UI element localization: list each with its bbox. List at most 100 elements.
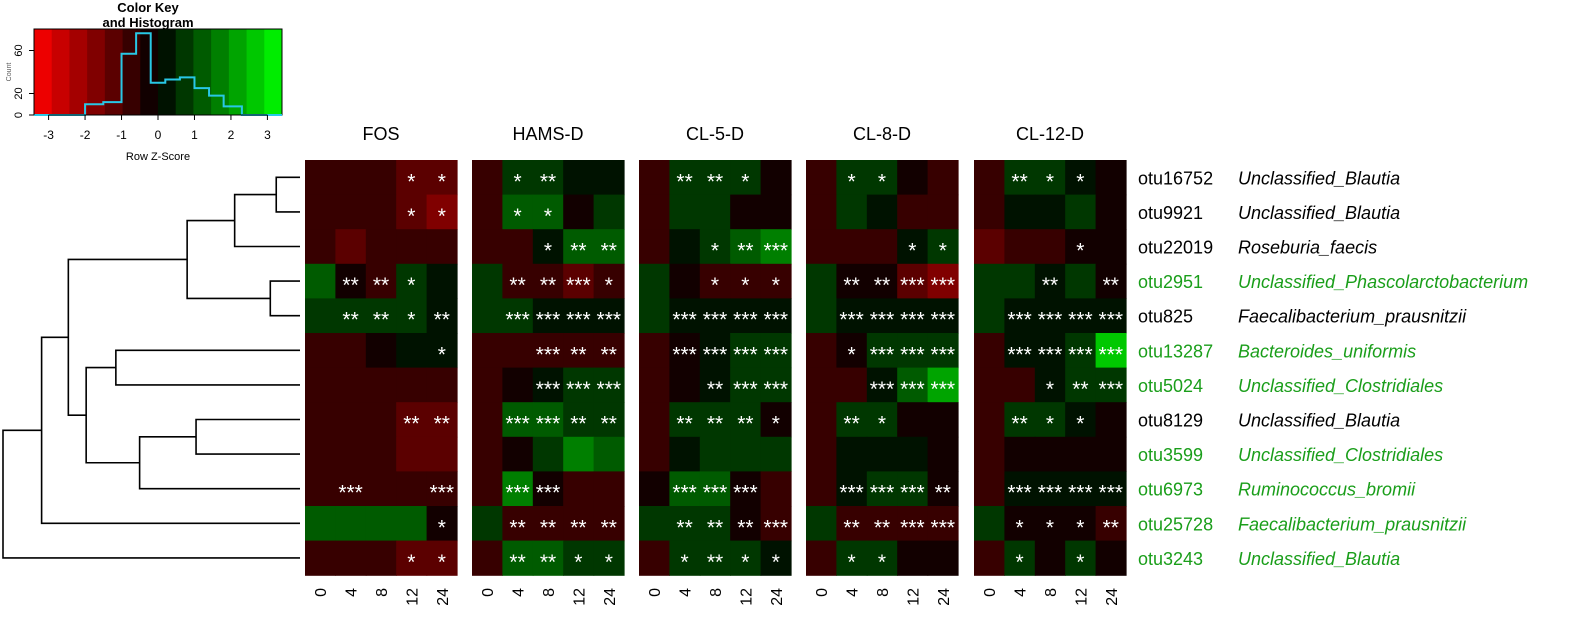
heatmap-cell: [502, 194, 534, 230]
heatmap-cell: [1065, 160, 1097, 196]
heatmap-cell: [426, 194, 458, 230]
heatmap-cell: [396, 506, 428, 542]
heatmap-cell: [305, 402, 336, 438]
significance-mark: **: [601, 240, 617, 263]
heatmap-cell: [502, 402, 534, 438]
heatmap-cell: [1004, 540, 1036, 576]
timepoint-label: 0: [480, 588, 497, 597]
heatmap-cell: [760, 160, 792, 196]
dendrogram-branch: [275, 176, 300, 213]
heatmap-cell: [639, 333, 670, 369]
row-taxon-label: Unclassified_Blautia: [1238, 549, 1400, 569]
color-key-x-tick-label: 1: [191, 128, 198, 142]
timepoint-label: 0: [982, 588, 999, 597]
heatmap-cell: [669, 263, 701, 299]
heatmap-cell: [305, 436, 336, 472]
heatmap-cell: [699, 229, 731, 265]
significance-mark: *: [407, 170, 415, 193]
significance-mark: ***: [1038, 343, 1063, 366]
significance-mark: *: [772, 551, 780, 574]
heatmap-cell: [365, 160, 397, 196]
heatmap-cell: [1095, 540, 1127, 576]
significance-mark: *: [544, 240, 552, 263]
color-key-x-tick-label: -3: [43, 128, 54, 142]
significance-mark: ***: [536, 413, 561, 436]
heatmap-cell: [699, 160, 731, 196]
significance-mark: **: [342, 274, 358, 297]
significance-mark: ***: [597, 378, 622, 401]
timepoint-label: 4: [678, 588, 695, 597]
heatmap-cell: [866, 367, 898, 403]
heatmap-cell: [836, 194, 868, 230]
significance-mark: *: [1046, 413, 1054, 436]
heatmap-cell: [1065, 229, 1097, 265]
heatmap-cell: [639, 471, 670, 507]
heatmap-cell: [669, 506, 701, 542]
heatmap-cell: [639, 160, 670, 196]
heatmap-cell: [974, 229, 1005, 265]
significance-mark: *: [605, 551, 613, 574]
heatmap-cell: [396, 471, 428, 507]
heatmap-cell: [426, 333, 458, 369]
significance-mark: **: [1072, 378, 1088, 401]
heatmap-cell: [396, 194, 428, 230]
color-key-x-tick-label: -1: [116, 128, 127, 142]
heatmap-cell: [593, 229, 625, 265]
color-key-bin: [193, 29, 212, 115]
heatmap-cell: [426, 367, 458, 403]
heatmap-cell: [305, 298, 336, 334]
heatmap-cell: [563, 471, 595, 507]
heatmap-cell: [1034, 263, 1066, 299]
timepoint-label: 12: [1073, 588, 1090, 606]
significance-mark: *: [438, 551, 446, 574]
significance-mark: *: [772, 274, 780, 297]
heatmap-cell: [365, 540, 397, 576]
heatmap-cell: [1065, 367, 1097, 403]
significance-mark: ***: [900, 343, 925, 366]
row-taxon-label: Unclassified_Blautia: [1238, 168, 1400, 188]
significance-mark: ***: [1038, 482, 1063, 505]
heatmap-cell: [897, 540, 929, 576]
significance-mark: *: [438, 205, 446, 228]
heatmap-cell: [1034, 160, 1066, 196]
heatmap-cell: [927, 229, 959, 265]
heatmap-cell: [699, 540, 731, 576]
color-key-x-tick-label: 2: [228, 128, 235, 142]
heatmap-cell: [365, 194, 397, 230]
heatmap-cell: [806, 506, 837, 542]
heatmap-cell: [699, 436, 731, 472]
heatmap-cell: [669, 402, 701, 438]
significance-mark: ***: [733, 482, 758, 505]
heatmap-cell: [472, 436, 503, 472]
heatmap-cell: [1004, 298, 1036, 334]
heatmap-cell: [760, 402, 792, 438]
row-taxon-label: Ruminococcus_bromii: [1238, 480, 1416, 500]
heatmap-cell: [365, 298, 397, 334]
color-key-ylabel: Count: [6, 63, 13, 82]
heatmap-cell: [699, 506, 731, 542]
panel-title: HAMS-D: [513, 124, 584, 144]
heatmap-cell: [593, 263, 625, 299]
significance-mark: **: [570, 413, 586, 436]
color-key-bin: [140, 29, 159, 115]
heatmap-cell: [502, 229, 534, 265]
heatmap-cell: [760, 229, 792, 265]
row-otu-label: otu9921: [1138, 203, 1203, 223]
heatmap-cell: [426, 160, 458, 196]
significance-mark: ***: [672, 343, 697, 366]
heatmap-cell: [836, 471, 868, 507]
heatmap-cell: [472, 333, 503, 369]
significance-mark: ***: [931, 378, 956, 401]
panel-fos: FOS* ** *** ** *** ** * ***** ***** ***** *0 4 8 12 24: [305, 124, 458, 606]
timepoint-label: 8: [374, 588, 391, 597]
panel-cl-5-d: CL-5-D** ** ** ** **** * **** *** *** ****** *** **…: [639, 124, 792, 606]
heatmap-cell: [532, 263, 564, 299]
heatmap-cell: [699, 471, 731, 507]
color-key-bin: [87, 29, 106, 115]
row-taxon-label: Faecalibacterium_prausnitzii: [1238, 514, 1467, 534]
heatmap-cell: [1034, 367, 1066, 403]
heatmap-cell: [974, 298, 1005, 334]
significance-mark: *: [848, 551, 856, 574]
heatmap-cell: [396, 402, 428, 438]
